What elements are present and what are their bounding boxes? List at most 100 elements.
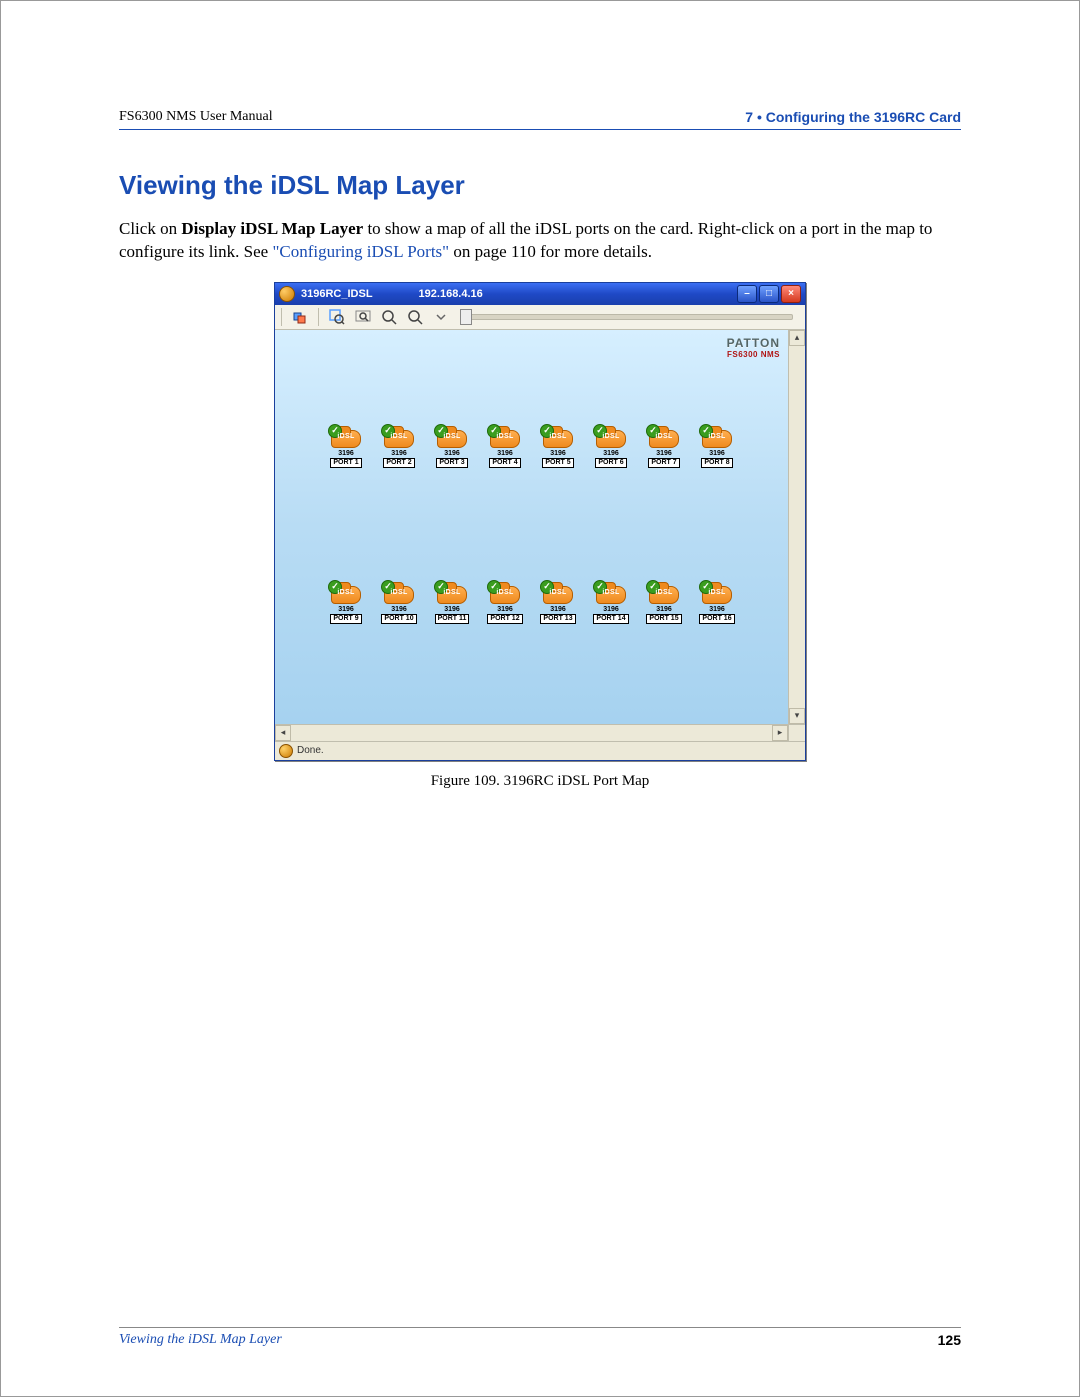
zoom-area-icon[interactable] (329, 309, 345, 325)
port-type-label: iDSL (543, 589, 573, 596)
status-icon (279, 744, 293, 758)
scroll-down-button[interactable]: ▾ (789, 708, 805, 724)
port-icon[interactable]: ✓iDSL3196PORT 6 (589, 426, 633, 468)
port-icon[interactable]: ✓iDSL3196PORT 7 (642, 426, 686, 468)
port-icon[interactable]: ✓iDSL3196PORT 15 (642, 582, 686, 624)
port-type-label: iDSL (596, 433, 626, 440)
port-label: PORT 8 (701, 458, 732, 468)
port-type-label: iDSL (490, 589, 520, 596)
port-model: 3196 (603, 450, 619, 457)
port-type-label: iDSL (596, 589, 626, 596)
port-model: 3196 (497, 606, 513, 613)
footer-left: Viewing the iDSL Map Layer (119, 1332, 282, 1348)
port-shape: ✓iDSL (490, 426, 520, 448)
port-type-label: iDSL (649, 589, 679, 596)
port-label: PORT 14 (593, 614, 628, 624)
port-icon[interactable]: ✓iDSL3196PORT 3 (430, 426, 474, 468)
port-icon[interactable]: ✓iDSL 3196PORT 13 (536, 582, 580, 624)
port-label: PORT 6 (595, 458, 626, 468)
zoom-slider[interactable] (463, 314, 793, 320)
port-model: 3196 (709, 450, 725, 457)
port-model: 3196 (656, 450, 672, 457)
port-type-label: iDSL (702, 589, 732, 596)
window-ip: 192.168.4.16 (419, 288, 483, 300)
port-type-label: iDSL (702, 433, 732, 440)
port-icon[interactable]: ✓iDSL3196PORT 9 (324, 582, 368, 624)
port-shape: ✓iDSL (437, 426, 467, 448)
port-row-1: ✓iDSL3196PORT 1✓iDSL3196PORT 2✓iDSL3196P… (275, 426, 788, 468)
figure-caption: Figure 109. 3196RC iDSL Port Map (119, 773, 961, 790)
brand-name: PATTON (727, 336, 780, 350)
layers-icon[interactable] (292, 309, 308, 325)
port-model: 3196 (497, 450, 513, 457)
scroll-corner (788, 725, 805, 741)
port-icon[interactable]: ✓iDSL3196PORT 14 (589, 582, 633, 624)
port-type-label: iDSL (437, 589, 467, 596)
port-label: PORT 10 (381, 614, 416, 624)
scroll-left-button[interactable]: ◂ (275, 725, 291, 741)
maximize-button[interactable]: □ (759, 285, 779, 303)
port-model: 3196 (391, 450, 407, 457)
body-text-pre: Click on (119, 219, 181, 238)
figure: 3196RC_IDSL 192.168.4.16 – □ × (119, 282, 961, 790)
port-model: 3196 (338, 606, 354, 613)
header-right: 7 • Configuring the 3196RC Card (745, 109, 961, 125)
horizontal-scrollbar[interactable]: ◂ ▸ (275, 725, 788, 741)
zoom-window-icon[interactable] (355, 309, 371, 325)
minimize-button[interactable]: – (737, 285, 757, 303)
port-icon[interactable]: ✓iDSL3196PORT 12 (483, 582, 527, 624)
port-icon[interactable]: ✓iDSL3196PORT 11 (430, 582, 474, 624)
port-shape: ✓iDSL (490, 582, 520, 604)
port-icon[interactable]: ✓iDSL3196PORT 5 (536, 426, 580, 468)
chevron-down-icon[interactable] (433, 309, 449, 325)
body-text-link[interactable]: "Configuring iDSL Ports" (272, 242, 449, 261)
body-text-post: on page 110 for more details. (449, 242, 652, 261)
zoom-in-icon[interactable] (381, 309, 397, 325)
port-icon[interactable]: ✓iDSL3196PORT 2 (377, 426, 421, 468)
port-label: PORT 7 (648, 458, 679, 468)
port-label: PORT 1 (330, 458, 361, 468)
header-rule (119, 129, 961, 130)
port-shape: ✓iDSL (702, 582, 732, 604)
port-icon[interactable]: ✓iDSL3196PORT 8 (695, 426, 739, 468)
brand-block: PATTON FS6300 NMS (727, 336, 780, 359)
port-shape: ✓iDSL (543, 426, 573, 448)
app-icon (279, 286, 295, 302)
statusbar: Done. (275, 741, 805, 760)
body-text-bold: Display iDSL Map Layer (181, 219, 363, 238)
port-shape: ✓iDSL (543, 582, 573, 604)
port-type-label: iDSL (543, 433, 573, 440)
port-type-label: iDSL (437, 433, 467, 440)
port-label: PORT 15 (646, 614, 681, 624)
port-shape: ✓iDSL (384, 582, 414, 604)
toolbar-separator (281, 308, 282, 326)
body-paragraph: Click on Display iDSL Map Layer to show … (119, 218, 961, 264)
toolbar-separator (318, 308, 319, 326)
port-icon[interactable]: ✓iDSL3196PORT 1 (324, 426, 368, 468)
port-label: PORT 13 (540, 614, 575, 624)
titlebar[interactable]: 3196RC_IDSL 192.168.4.16 – □ × (275, 283, 805, 305)
scroll-right-button[interactable]: ▸ (772, 725, 788, 741)
zoom-out-icon[interactable] (407, 309, 423, 325)
zoom-slider-thumb[interactable] (460, 309, 472, 325)
port-model: 3196 (603, 606, 619, 613)
port-model: 3196 (391, 606, 407, 613)
window-buttons: – □ × (737, 285, 801, 303)
app-window: 3196RC_IDSL 192.168.4.16 – □ × (274, 282, 806, 761)
port-model: 3196 (550, 450, 566, 457)
port-model: 3196 (444, 450, 460, 457)
port-icon[interactable]: ✓iDSL 3196PORT 10 (377, 582, 421, 624)
map-canvas[interactable]: PATTON FS6300 NMS ✓iDSL3196PORT 1✓iDSL31… (275, 330, 788, 724)
port-type-label: iDSL (331, 433, 361, 440)
port-shape: ✓iDSL (384, 426, 414, 448)
page-header: FS6300 NMS User Manual 7 • Configuring t… (119, 109, 961, 125)
port-model: 3196 (550, 606, 566, 613)
port-model: 3196 (338, 450, 354, 457)
port-type-label: iDSL (331, 589, 361, 596)
vertical-scrollbar[interactable]: ▴ ▾ (788, 330, 805, 724)
close-button[interactable]: × (781, 285, 801, 303)
scroll-up-button[interactable]: ▴ (789, 330, 805, 346)
port-icon[interactable]: ✓iDSL3196PORT 4 (483, 426, 527, 468)
port-icon[interactable]: ✓iDSL3196PORT 16 (695, 582, 739, 624)
port-model: 3196 (709, 606, 725, 613)
